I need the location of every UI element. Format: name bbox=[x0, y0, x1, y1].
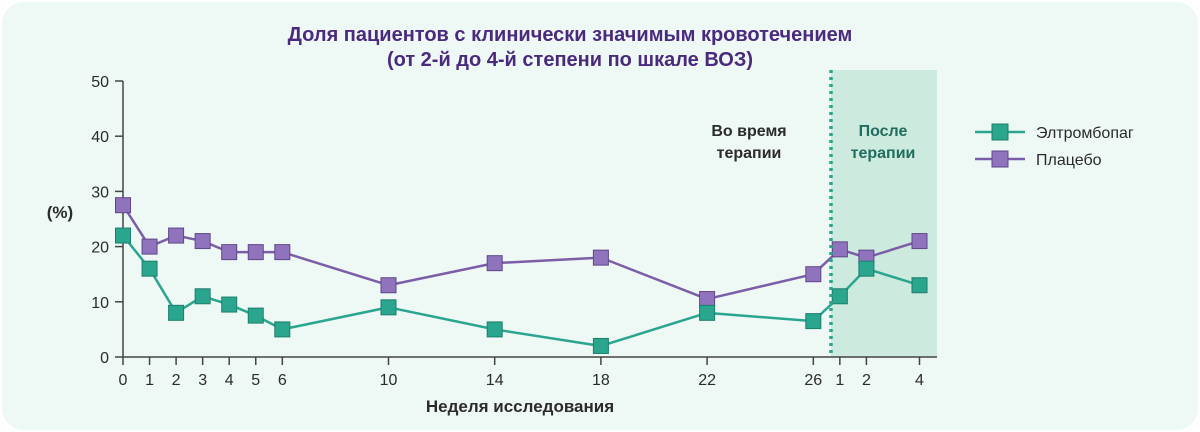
chart-title-line-1: Доля пациентов с клинически значимым кро… bbox=[288, 24, 853, 46]
x-tick-label: 1 bbox=[835, 372, 844, 389]
post-therapy-region bbox=[831, 70, 937, 357]
data-point-eltrombopag bbox=[247, 307, 264, 324]
y-tick-label: 0 bbox=[100, 350, 109, 367]
y-axis-label: (%) bbox=[47, 203, 73, 222]
data-point-placebo bbox=[699, 291, 716, 308]
x-tick-label: 10 bbox=[380, 372, 398, 389]
data-point-placebo bbox=[380, 277, 397, 294]
data-point-eltrombopag bbox=[115, 227, 131, 244]
x-axis-label: Неделя исследования bbox=[426, 397, 614, 416]
x-tick-label: 0 bbox=[119, 372, 128, 389]
data-point-placebo bbox=[141, 238, 158, 255]
x-tick-label: 18 bbox=[592, 372, 610, 389]
y-tick-label: 30 bbox=[91, 184, 109, 201]
data-point-eltrombopag bbox=[592, 337, 609, 354]
data-point-eltrombopag bbox=[141, 260, 158, 277]
x-tick-label: 22 bbox=[698, 372, 716, 389]
during-therapy-label-line-1: Во время bbox=[711, 123, 786, 140]
x-tick-label: 14 bbox=[486, 372, 504, 389]
data-point-placebo bbox=[194, 233, 211, 250]
x-tick-label: 1 bbox=[145, 372, 154, 389]
y-tick-label: 10 bbox=[91, 295, 109, 312]
data-point-eltrombopag bbox=[805, 313, 822, 330]
data-point-eltrombopag bbox=[380, 299, 397, 316]
data-point-eltrombopag bbox=[486, 321, 503, 338]
x-tick-label: 2 bbox=[862, 372, 871, 389]
data-point-placebo bbox=[592, 249, 609, 266]
data-point-eltrombopag bbox=[831, 288, 848, 305]
data-point-eltrombopag bbox=[168, 304, 185, 321]
x-tick-label: 4 bbox=[915, 372, 924, 389]
data-point-eltrombopag bbox=[858, 260, 875, 277]
data-point-placebo bbox=[247, 244, 264, 261]
x-tick-label: 3 bbox=[198, 372, 207, 389]
data-point-placebo bbox=[831, 241, 848, 258]
data-point-eltrombopag bbox=[221, 296, 238, 313]
data-point-placebo bbox=[168, 227, 185, 244]
data-point-eltrombopag bbox=[911, 277, 928, 294]
data-point-eltrombopag bbox=[274, 321, 291, 338]
post-therapy-label-line-1: После bbox=[859, 123, 908, 140]
data-point-placebo bbox=[486, 255, 503, 272]
y-tick-label: 20 bbox=[91, 240, 109, 257]
during-therapy-label-line-2: терапии bbox=[717, 145, 782, 162]
data-point-placebo bbox=[274, 244, 291, 261]
legend-marker-eltrombopag bbox=[991, 123, 1009, 141]
post-therapy-label-line-2: терапии bbox=[851, 145, 916, 162]
data-point-placebo bbox=[805, 266, 822, 283]
chart-title-line-2: (от 2-й до 4-й степени по шкале ВОЗ) bbox=[387, 49, 753, 71]
data-point-placebo bbox=[911, 233, 928, 250]
y-tick-label: 50 bbox=[91, 74, 109, 91]
x-tick-label: 2 bbox=[172, 372, 181, 389]
y-tick-label: 40 bbox=[91, 129, 109, 146]
legend: Элтромбопаг Плацебо bbox=[975, 123, 1134, 169]
x-tick-label: 5 bbox=[251, 372, 260, 389]
legend-label-eltrombopag: Элтромбопаг bbox=[1036, 125, 1134, 142]
data-point-placebo bbox=[221, 244, 238, 261]
x-tick-label: 6 bbox=[278, 372, 287, 389]
legend-label-placebo: Плацебо bbox=[1036, 152, 1102, 169]
data-point-eltrombopag bbox=[194, 288, 211, 305]
x-tick-label: 4 bbox=[225, 372, 234, 389]
data-point-placebo bbox=[115, 197, 131, 214]
x-tick-label: 26 bbox=[804, 372, 822, 389]
series-line-placebo bbox=[121, 204, 920, 301]
legend-marker-placebo bbox=[991, 150, 1009, 168]
data-point-eltrombopag bbox=[699, 304, 716, 321]
